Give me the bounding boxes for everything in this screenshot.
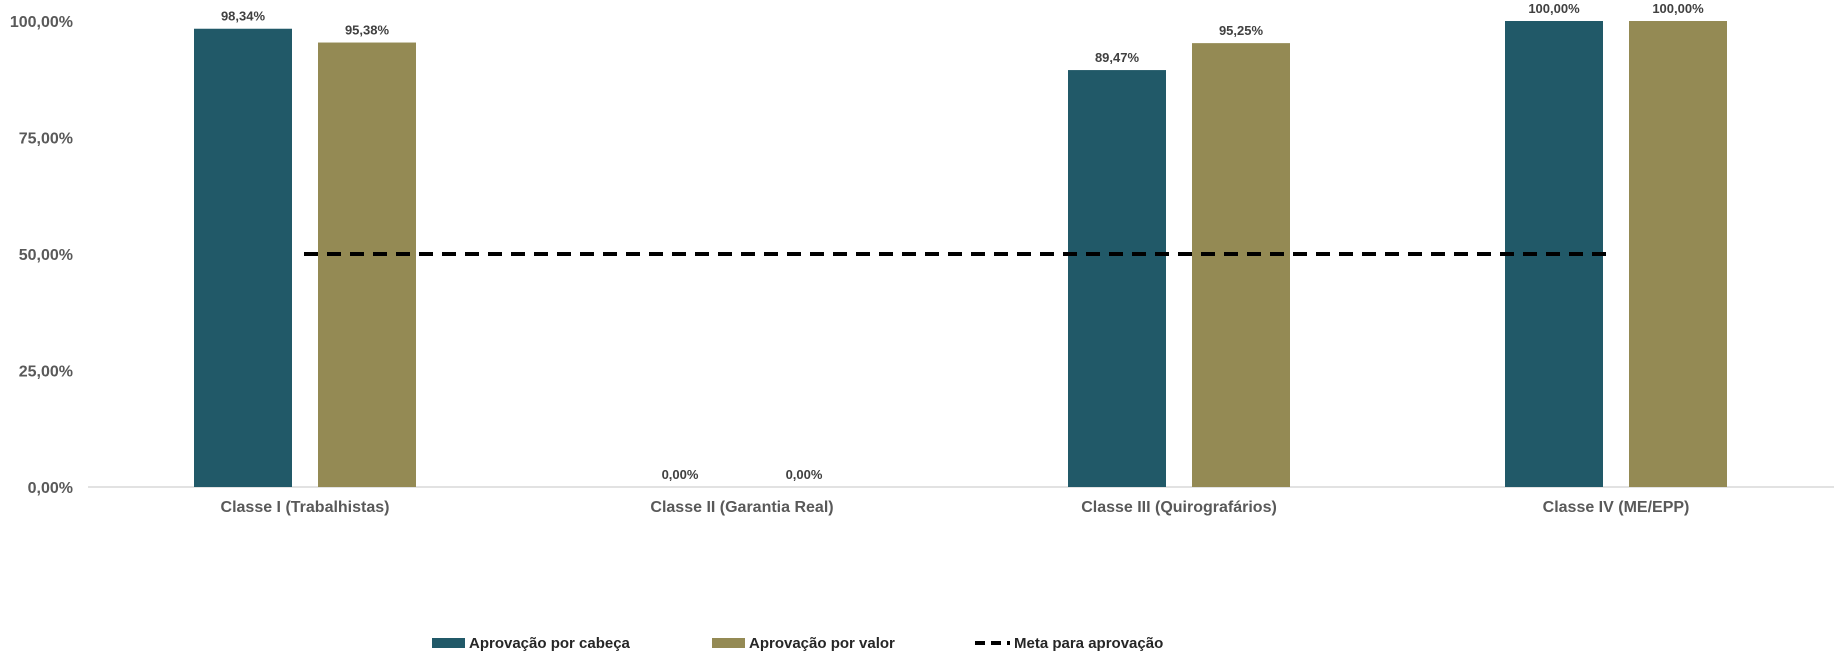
- bar-valor: [318, 42, 416, 487]
- bar-cabeca: [1068, 70, 1166, 488]
- data-label: 95,38%: [345, 23, 390, 38]
- bar-valor: [1192, 43, 1290, 487]
- bars-group: [194, 21, 1727, 488]
- data-label: 100,00%: [1528, 1, 1580, 16]
- bar-cabeca: [194, 28, 292, 488]
- data-label: 100,00%: [1652, 1, 1704, 16]
- data-labels-group: 98,34% 0,00% 89,47% 100,00% 95,38% 0,00% 95,25…: [221, 1, 1704, 482]
- bar-valor: [1629, 21, 1727, 487]
- legend: Aprovação por cabeça Aprovação por valor M…: [432, 635, 1163, 652]
- legend-cabeca-swatch: [432, 638, 465, 648]
- x-axis: Classe I (Trabalhistas) Classe II (Garant…: [88, 486, 1834, 516]
- y-tick-label: 50,00%: [19, 247, 73, 264]
- y-tick-label: 75,00%: [19, 131, 73, 148]
- x-category-label: Classe III (Quirografários): [1081, 499, 1277, 516]
- legend-valor-swatch: [712, 638, 745, 648]
- legend-valor-label: Aprovação por valor: [749, 635, 895, 652]
- x-category-label: Classe I (Trabalhistas): [221, 499, 390, 516]
- y-tick-label: 100,00%: [10, 14, 73, 31]
- y-tick-label: 0,00%: [28, 480, 73, 497]
- legend-meta-label: Meta para aprovação: [1014, 635, 1163, 652]
- x-category-label: Classe II (Garantia Real): [650, 499, 833, 516]
- legend-cabeca-label: Aprovação por cabeça: [469, 635, 631, 652]
- data-label: 0,00%: [662, 467, 699, 482]
- data-label: 95,25%: [1219, 23, 1264, 38]
- data-label: 89,47%: [1095, 50, 1140, 65]
- data-label: 0,00%: [786, 467, 823, 482]
- y-axis: 0,00% 25,00% 50,00% 75,00% 100,00%: [10, 14, 73, 497]
- y-tick-label: 25,00%: [19, 364, 73, 381]
- x-category-label: Classe IV (ME/EPP): [1543, 499, 1690, 516]
- data-label: 98,34%: [221, 9, 266, 24]
